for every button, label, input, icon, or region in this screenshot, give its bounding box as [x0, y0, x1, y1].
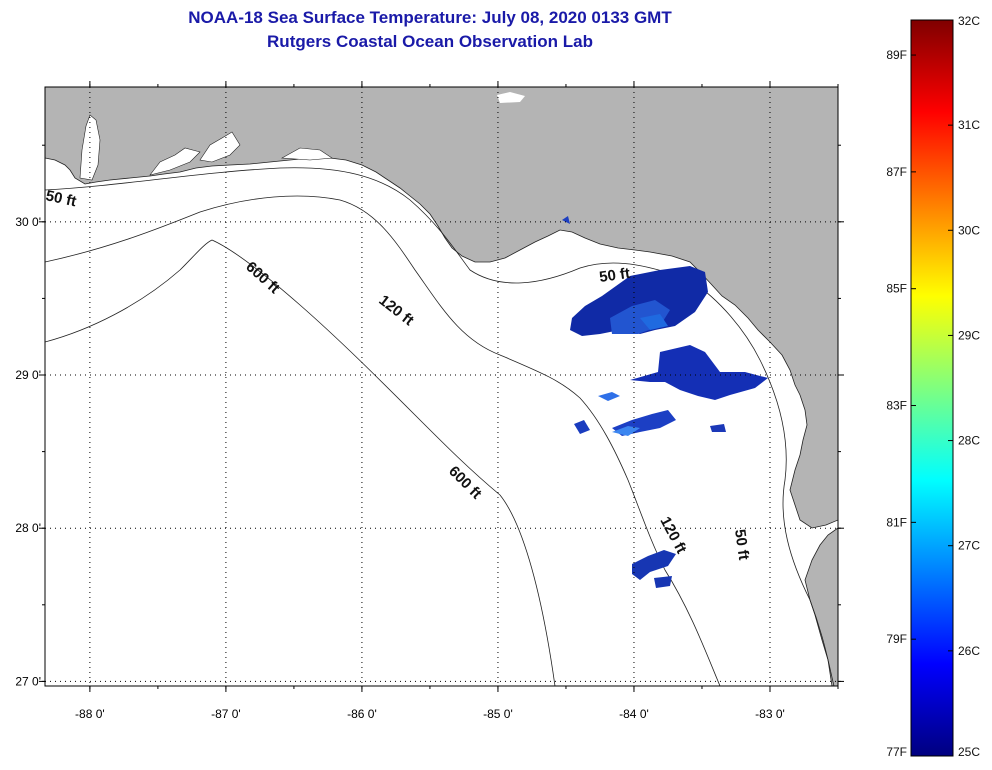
colorbar-label-f: 83F — [886, 399, 907, 413]
bay-pensacola — [149, 147, 201, 176]
contour-600ft — [45, 239, 556, 686]
colorbar-label-c: 31C — [958, 118, 980, 132]
colorbar-label-c: 27C — [958, 539, 980, 553]
colorbar-label-f: 89F — [886, 48, 907, 62]
contour-label-50ft-west: 50 ft — [44, 187, 78, 210]
map-axis-labels: -88 0' -87 0' -86 0' -85 0' -84 0' -83 0' 27 0… — [15, 215, 784, 721]
sst-cloudfree-patches — [562, 216, 768, 588]
colorbar-label-c: 32C — [958, 14, 980, 28]
lon-tick-label: -88 0' — [75, 707, 105, 721]
lon-tick-label: -84 0' — [619, 707, 649, 721]
colorbar — [910, 19, 954, 757]
lat-tick-label: 28 0' — [15, 521, 41, 535]
lon-tick-label: -86 0' — [347, 707, 377, 721]
lat-tick-label: 29 0' — [15, 368, 41, 382]
map-graticule — [39, 81, 844, 692]
colorbar-label-c: 28C — [958, 434, 980, 448]
colorbar-label-c: 25C — [958, 745, 980, 759]
lon-tick-label: -85 0' — [483, 707, 513, 721]
lat-tick-label: 27 0' — [15, 674, 41, 688]
colorbar-label-c: 26C — [958, 644, 980, 658]
colorbar-label-f: 79F — [886, 632, 907, 646]
bay-choctawhatchee — [199, 131, 241, 163]
colorbar-label-f: 77F — [886, 745, 907, 759]
land-florida — [45, 87, 838, 686]
lat-tick-label: 30 0' — [15, 215, 41, 229]
map-area — [45, 87, 838, 686]
colorbar-label-f: 85F — [886, 282, 907, 296]
lon-tick-label: -87 0' — [211, 707, 241, 721]
lake — [497, 92, 525, 103]
colorbar-label-c: 29C — [958, 328, 980, 342]
lon-tick-label: -83 0' — [755, 707, 785, 721]
contour-label-50ft-south: 50 ft — [731, 528, 752, 561]
contour-label-50ft-east: 50 ft — [598, 265, 631, 286]
map-subtitle: Rutgers Coastal Ocean Observation Lab — [267, 32, 593, 51]
contour-50ft — [45, 167, 835, 686]
contour-120ft — [45, 195, 721, 686]
map-border — [44, 86, 839, 687]
colorbar-ticks: 25C 26C 27C 28C 29C 30C 31C 32C 77F 79F 81F 83F 85F 8… — [886, 14, 980, 759]
bay-st-andrew — [280, 147, 333, 161]
colorbar-label-c: 30C — [958, 223, 980, 237]
map-title: NOAA-18 Sea Surface Temperature: July 08… — [188, 8, 672, 27]
colorbar-label-f: 87F — [886, 165, 907, 179]
colorbar-label-f: 81F — [886, 515, 907, 529]
